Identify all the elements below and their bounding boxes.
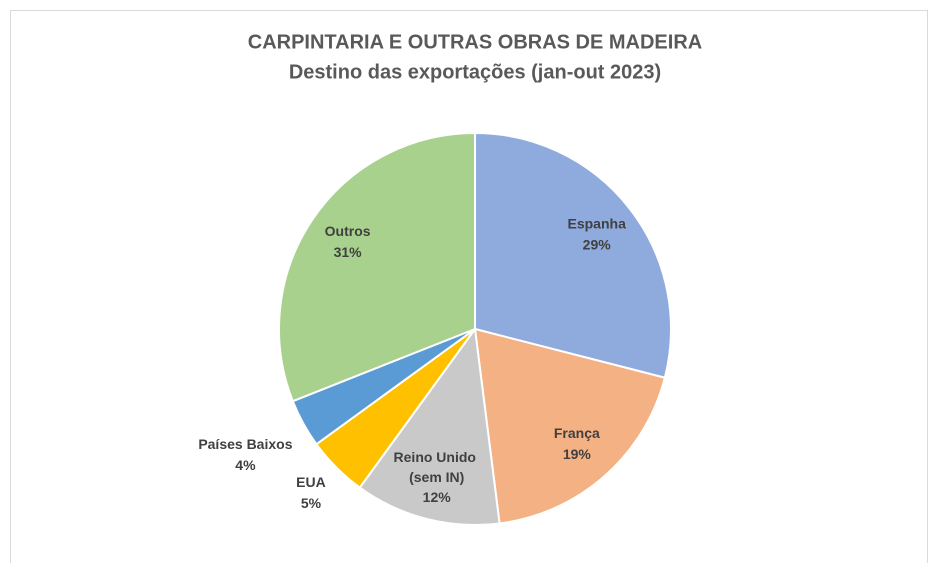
slice-value-label: 5% [301,495,322,511]
slice-label-line: (sem IN) [409,469,464,485]
slice-value-label: 31% [334,244,363,260]
chart-subtitle: Destino das exportações (jan-out 2023) [289,61,661,83]
chart-title: CARPINTARIA E OUTRAS OBRAS DE MADEIRA [248,31,702,53]
slice-label-line: Reino Unido [394,449,480,465]
pie-slice [358,326,501,526]
slice-label: Países Baixos [198,436,292,452]
slice-label: EUA [296,474,326,490]
slice-label: Espanha [568,215,627,231]
slice-value-label: 4% [235,457,256,473]
slice-value-label: 29% [583,236,612,252]
slice-label: Reino Unido (sem IN) [394,449,480,485]
slice-label: França [554,425,600,441]
pie-slice [278,131,476,403]
slice-value-label: 12% [423,489,452,505]
slice-label: Outros [325,223,371,239]
slice-value-label: 19% [563,446,592,462]
pie-slice [473,327,667,525]
pie-slice [474,131,672,379]
